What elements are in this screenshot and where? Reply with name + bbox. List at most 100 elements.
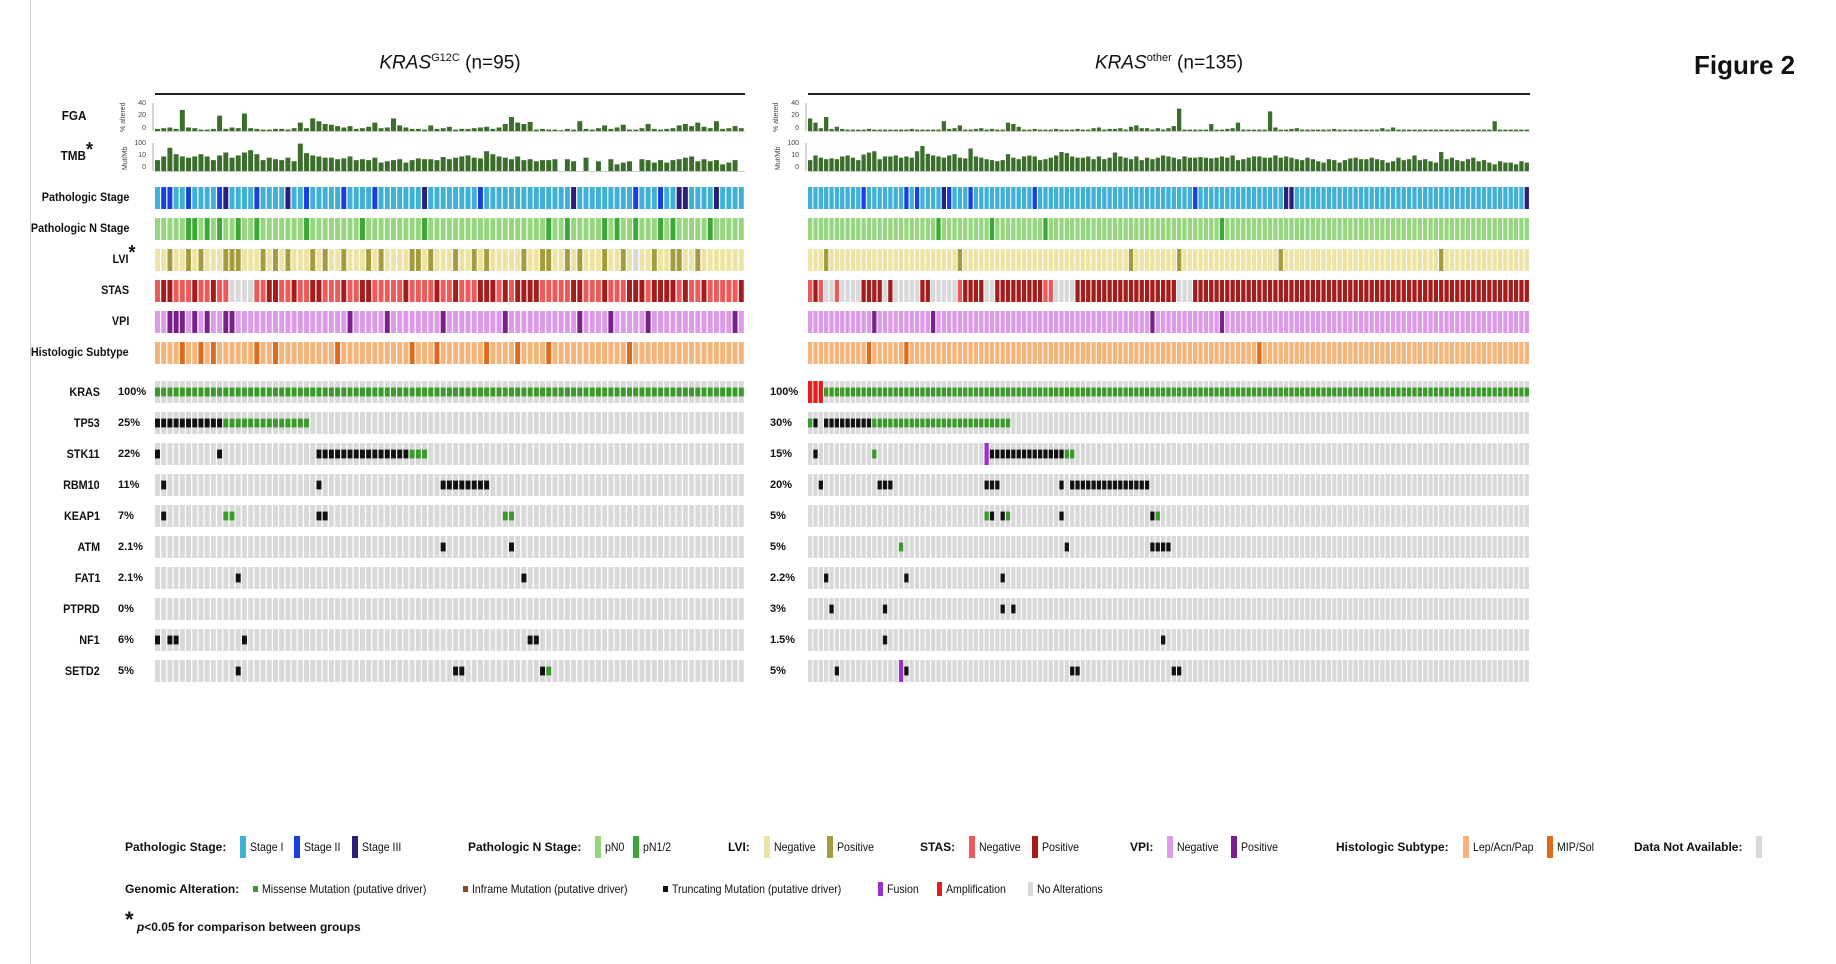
stas-cell: [726, 280, 732, 302]
histologic-subtype-cell: [1283, 342, 1289, 364]
gene-cell-background: [1144, 629, 1150, 651]
gene-cell-background: [1187, 505, 1192, 527]
truncating-mutation-mark: [1000, 604, 1005, 614]
pathologic-n-stage-cell: [1075, 218, 1080, 240]
gene-cell-background: [484, 412, 490, 434]
pathologic-n-stage-cell: [260, 218, 266, 240]
lvi-cell: [1209, 249, 1214, 271]
gene-cell-background: [1171, 474, 1176, 496]
pathologic-n-stage-cell: [235, 218, 241, 240]
stas-cell: [695, 280, 701, 302]
gene-cell-background: [1358, 598, 1364, 620]
gene-cell-background: [882, 567, 888, 589]
histologic-subtype-cell: [984, 342, 989, 364]
gene-cell-background: [914, 505, 920, 527]
fga-bar: [1503, 129, 1508, 131]
vpi-cell: [1423, 311, 1428, 333]
missense-mutation-mark: [540, 387, 546, 397]
gene-cell-background: [465, 660, 471, 682]
gene-cell-background: [1455, 598, 1460, 620]
gene-cell-background: [1112, 412, 1118, 434]
gene-cell-background: [682, 443, 688, 465]
gene-cell-background: [995, 567, 1000, 589]
missense-mutation-mark: [273, 418, 278, 428]
missense-mutation-mark: [509, 387, 514, 397]
pathologic-stage-cell: [941, 187, 946, 209]
pathologic-stage-cell: [1177, 187, 1182, 209]
tmb-bar: [1241, 159, 1246, 171]
gene-cell-background: [1294, 536, 1299, 558]
gene-cell-background: [297, 629, 303, 651]
pathologic-stage-cell: [1219, 187, 1225, 209]
gene-cell-background: [689, 536, 695, 558]
pathologic-stage-cell: [477, 187, 483, 209]
gene-cell-background: [627, 505, 632, 527]
gene-cell-background: [335, 474, 341, 496]
gene-cell-background: [1230, 598, 1235, 620]
gene-cell-background: [1166, 629, 1171, 651]
gene-cell-background: [1390, 567, 1396, 589]
histologic-subtype-cell: [328, 342, 334, 364]
gene-cell-background: [186, 474, 192, 496]
pathologic-stage-cell: [589, 187, 595, 209]
missense-mutation-mark: [1508, 387, 1513, 397]
gene-cell-background: [1423, 629, 1428, 651]
gene-cell-background: [1214, 412, 1219, 434]
pathologic-n-stage-cell: [947, 218, 952, 240]
gene-cell-background: [546, 443, 552, 465]
fga-bar: [583, 128, 589, 131]
pathologic-n-stage-cell: [1144, 218, 1150, 240]
gene-cell-background: [979, 598, 984, 620]
missense-mutation-mark: [279, 387, 285, 397]
gene-cell-background: [1487, 660, 1492, 682]
gene-cell-background: [291, 567, 297, 589]
pathologic-stage-cell: [328, 187, 334, 209]
vpi-cell: [877, 311, 882, 333]
pathologic-stage-cell: [1064, 187, 1069, 209]
gene-cell-background: [1225, 567, 1230, 589]
gene-cell-background: [1476, 412, 1481, 434]
missense-mutation-mark: [904, 387, 909, 397]
gene-cell-background: [984, 567, 989, 589]
stas-cell: [1433, 280, 1439, 302]
gene-cell-background: [571, 443, 577, 465]
gene-cell-background: [1300, 412, 1305, 434]
gene-cell-background: [834, 629, 840, 651]
legend-swatch-pn0: [595, 836, 602, 858]
gene-cell-background: [720, 412, 726, 434]
pathologic-n-stage-cell: [496, 218, 502, 240]
gene-cell-background: [1326, 598, 1332, 620]
legend-swatch-missense: [253, 886, 259, 892]
gene-cell-background: [936, 505, 941, 527]
gene-cell-background: [210, 660, 216, 682]
tmb-bar: [1096, 156, 1102, 171]
stas-cell: [1128, 280, 1134, 302]
gene-cell-background: [909, 660, 914, 682]
fga-bar: [434, 128, 440, 131]
pathologic-stage-cell: [1465, 187, 1471, 209]
pathologic-stage-cell: [440, 187, 446, 209]
gene-cell-background: [1225, 598, 1230, 620]
gene-cell-background: [1107, 536, 1112, 558]
pathologic-n-stage-cell: [845, 218, 850, 240]
stas-cell: [824, 280, 829, 302]
missense-mutation-mark: [963, 387, 968, 397]
pathologic-stage-cell: [465, 187, 471, 209]
fga-bar: [1417, 129, 1422, 131]
lvi-cell: [1059, 249, 1064, 271]
gene-cell-background: [273, 474, 278, 496]
pathologic-n-stage-cell: [925, 218, 930, 240]
tmb-bar: [1401, 160, 1406, 171]
gene-cell-background: [856, 567, 861, 589]
pathologic-n-stage-cell: [304, 218, 310, 240]
lvi-cell: [882, 249, 888, 271]
histologic-subtype-cell: [198, 342, 204, 364]
lvi-cell: [1492, 249, 1497, 271]
gene-cell-background: [328, 598, 334, 620]
truncating-mutation-mark: [824, 573, 829, 583]
stas-cell: [595, 280, 601, 302]
pathologic-n-stage-cell: [446, 218, 452, 240]
stas-cell: [1380, 280, 1385, 302]
gene-cell-background: [973, 598, 979, 620]
missense-mutation-mark: [1064, 387, 1069, 397]
